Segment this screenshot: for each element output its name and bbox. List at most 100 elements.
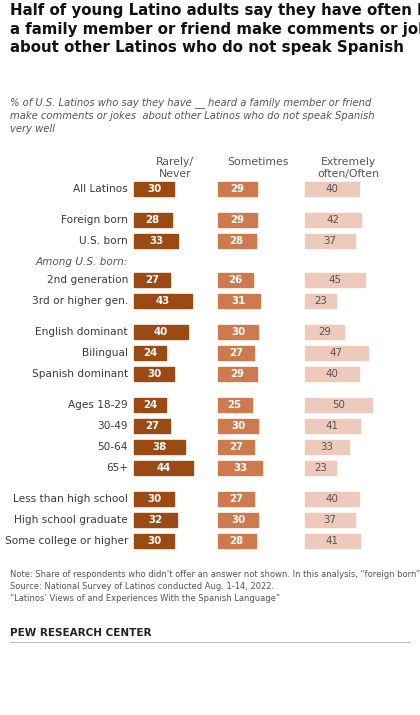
Bar bbox=[305, 398, 372, 412]
Bar bbox=[134, 492, 174, 506]
Text: Less than high school: Less than high school bbox=[13, 494, 128, 504]
Bar bbox=[218, 461, 262, 475]
Bar bbox=[134, 534, 174, 548]
Bar bbox=[305, 234, 354, 248]
Text: 33: 33 bbox=[149, 236, 163, 246]
Bar bbox=[305, 294, 336, 308]
Text: Foreign born: Foreign born bbox=[61, 215, 128, 225]
Text: 43: 43 bbox=[156, 296, 170, 306]
Bar bbox=[134, 367, 174, 381]
Text: 27: 27 bbox=[229, 442, 243, 452]
Bar bbox=[305, 440, 349, 454]
Bar bbox=[218, 234, 255, 248]
Text: 45: 45 bbox=[328, 275, 341, 285]
Text: 29: 29 bbox=[231, 369, 244, 379]
Text: Among U.S. born:: Among U.S. born: bbox=[36, 257, 128, 267]
Text: Half of young Latino adults say they have often heard
a family member or friend : Half of young Latino adults say they hav… bbox=[10, 3, 420, 55]
Text: 29: 29 bbox=[318, 327, 331, 337]
Text: English dominant: English dominant bbox=[35, 327, 128, 337]
Bar bbox=[305, 492, 359, 506]
Text: Note: Share of respondents who didn’t offer an answer not shown. In this analysi: Note: Share of respondents who didn’t of… bbox=[10, 570, 420, 603]
Bar bbox=[305, 461, 336, 475]
Text: U.S. born: U.S. born bbox=[79, 236, 128, 246]
Bar bbox=[134, 513, 177, 527]
Text: 40: 40 bbox=[326, 494, 338, 504]
Bar bbox=[218, 440, 254, 454]
Text: Spanish dominant: Spanish dominant bbox=[32, 369, 128, 379]
Text: 32: 32 bbox=[148, 515, 163, 525]
Bar bbox=[218, 534, 255, 548]
Text: Sometimes: Sometimes bbox=[227, 157, 289, 167]
Text: 25: 25 bbox=[228, 400, 242, 410]
Bar bbox=[218, 513, 258, 527]
Text: 30: 30 bbox=[147, 494, 161, 504]
Bar bbox=[305, 325, 344, 339]
Bar bbox=[134, 213, 171, 227]
Text: 27: 27 bbox=[145, 275, 159, 285]
Bar bbox=[134, 419, 170, 433]
Bar bbox=[134, 461, 193, 475]
Text: 30-49: 30-49 bbox=[97, 421, 128, 431]
Bar bbox=[134, 294, 192, 308]
Bar bbox=[134, 273, 170, 287]
Text: 28: 28 bbox=[230, 536, 244, 546]
Text: 50-64: 50-64 bbox=[97, 442, 128, 452]
Text: 28: 28 bbox=[230, 236, 244, 246]
Bar bbox=[218, 346, 254, 360]
Text: 30: 30 bbox=[147, 184, 161, 194]
Text: 27: 27 bbox=[229, 348, 243, 358]
Text: 30: 30 bbox=[147, 369, 161, 379]
Text: 27: 27 bbox=[229, 494, 243, 504]
Text: 2nd generation: 2nd generation bbox=[47, 275, 128, 285]
Bar bbox=[305, 367, 359, 381]
Text: Extremely
often/Often: Extremely often/Often bbox=[317, 157, 379, 179]
Bar bbox=[134, 346, 166, 360]
Text: PEW RESEARCH CENTER: PEW RESEARCH CENTER bbox=[10, 628, 152, 638]
Text: 29: 29 bbox=[231, 184, 244, 194]
Text: 23: 23 bbox=[314, 296, 327, 306]
Bar bbox=[218, 492, 254, 506]
Bar bbox=[305, 346, 368, 360]
Text: 29: 29 bbox=[231, 215, 244, 225]
Text: 65+: 65+ bbox=[106, 463, 128, 473]
Text: 33: 33 bbox=[233, 463, 247, 473]
Bar bbox=[134, 182, 174, 196]
Bar bbox=[134, 440, 185, 454]
Text: 37: 37 bbox=[323, 515, 336, 525]
Text: 30: 30 bbox=[147, 536, 161, 546]
Text: Rarely/
Never: Rarely/ Never bbox=[156, 157, 194, 179]
Text: 24: 24 bbox=[143, 400, 157, 410]
Bar bbox=[134, 398, 166, 412]
Bar bbox=[134, 234, 178, 248]
Text: All Latinos: All Latinos bbox=[73, 184, 128, 194]
Text: 47: 47 bbox=[330, 348, 343, 358]
Bar bbox=[305, 419, 360, 433]
Text: High school graduate: High school graduate bbox=[14, 515, 128, 525]
Bar bbox=[305, 273, 365, 287]
Text: 28: 28 bbox=[146, 215, 160, 225]
Text: 31: 31 bbox=[231, 296, 246, 306]
Text: Some college or higher: Some college or higher bbox=[5, 536, 128, 546]
Text: Bilingual: Bilingual bbox=[82, 348, 128, 358]
Bar bbox=[305, 213, 361, 227]
Text: 26: 26 bbox=[228, 275, 242, 285]
Text: 44: 44 bbox=[156, 463, 171, 473]
Text: 30: 30 bbox=[231, 327, 245, 337]
Text: 40: 40 bbox=[154, 327, 168, 337]
Text: 24: 24 bbox=[143, 348, 157, 358]
Bar bbox=[305, 513, 354, 527]
Bar bbox=[218, 294, 260, 308]
Text: Ages 18-29: Ages 18-29 bbox=[68, 400, 128, 410]
Text: 3rd or higher gen.: 3rd or higher gen. bbox=[32, 296, 128, 306]
Bar bbox=[134, 325, 188, 339]
Bar bbox=[218, 213, 257, 227]
Text: 41: 41 bbox=[326, 421, 339, 431]
Text: % of U.S. Latinos who say they have __ heard a family member or friend
make comm: % of U.S. Latinos who say they have __ h… bbox=[10, 97, 375, 134]
Text: 40: 40 bbox=[326, 184, 338, 194]
Text: 27: 27 bbox=[145, 421, 159, 431]
Bar bbox=[305, 534, 360, 548]
Text: 33: 33 bbox=[320, 442, 333, 452]
Bar bbox=[305, 182, 359, 196]
Text: 38: 38 bbox=[152, 442, 167, 452]
Bar bbox=[218, 325, 258, 339]
